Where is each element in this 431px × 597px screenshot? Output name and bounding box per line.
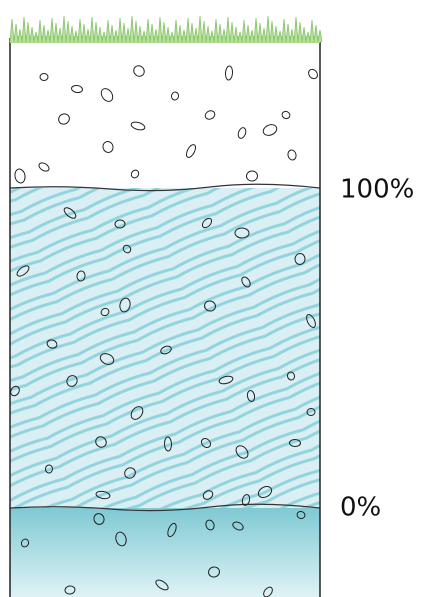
capillary-hatching xyxy=(10,188,320,510)
dry-zone xyxy=(10,40,320,190)
grass xyxy=(10,16,322,43)
level-label: 100% xyxy=(340,175,414,205)
soil-diagram: 100% 0% xyxy=(0,0,431,597)
grass-blades xyxy=(10,16,322,42)
saturated-zone xyxy=(10,508,320,597)
level-label: 0% xyxy=(340,493,381,523)
page: {"levels": [{"label": "100%"}, {"label":… xyxy=(0,0,431,597)
